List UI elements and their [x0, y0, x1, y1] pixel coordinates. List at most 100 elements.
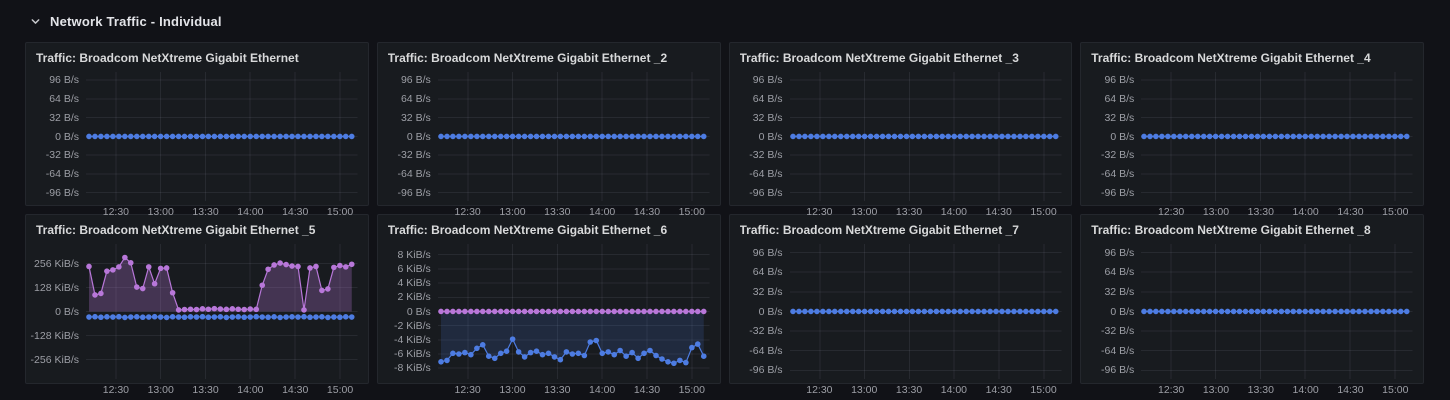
chevron-down-icon[interactable] [30, 16, 41, 27]
data-point [491, 133, 498, 140]
data-point [915, 308, 921, 315]
row-header[interactable]: Network Traffic - Individual [0, 0, 1450, 42]
panel-title[interactable]: Traffic: Broadcom NetXtreme Gigabit Ethe… [1091, 223, 1371, 237]
data-point [1183, 133, 1189, 140]
data-point [789, 133, 796, 140]
data-point [1284, 308, 1291, 315]
plot-area[interactable] [437, 72, 710, 201]
data-point [962, 308, 969, 315]
x-tick-label: 12:30 [454, 205, 481, 218]
data-point [1141, 308, 1148, 315]
x-tick-label: 13:00 [851, 383, 878, 396]
data-point [1374, 133, 1380, 140]
panel-title[interactable]: Traffic: Broadcom NetXtreme Gigabit Ethe… [1091, 51, 1371, 65]
data-point [652, 308, 659, 315]
data-point [181, 133, 188, 140]
data-point [1171, 308, 1177, 315]
plot-area[interactable] [86, 244, 358, 379]
data-point [295, 263, 301, 270]
data-point [313, 263, 319, 270]
data-point [1368, 133, 1375, 140]
data-point [187, 133, 194, 140]
data-point [1207, 308, 1213, 315]
data-point [443, 133, 450, 140]
data-point [449, 308, 456, 315]
data-point [145, 133, 152, 140]
data-point [563, 308, 569, 315]
data-point [491, 355, 498, 362]
plot-area[interactable] [1141, 72, 1413, 201]
series-fill [88, 257, 352, 312]
data-point [229, 314, 236, 320]
data-point [122, 133, 128, 140]
panel-title[interactable]: Traffic: Broadcom NetXtreme Gigabit Ethe… [387, 223, 668, 237]
panel-title[interactable]: Traffic: Broadcom NetXtreme Gigabit Ethe… [36, 223, 316, 237]
data-point [241, 133, 248, 140]
y-tick-label: 2 KiB/s [397, 291, 431, 304]
data-point [676, 357, 683, 364]
data-point [897, 133, 903, 140]
data-point [1165, 133, 1171, 140]
data-point [700, 353, 707, 359]
data-point [139, 314, 146, 321]
data-point [1016, 133, 1023, 140]
data-point [205, 133, 212, 140]
data-point [533, 133, 540, 140]
data-point [116, 313, 122, 320]
data-point [313, 133, 319, 140]
data-point [122, 254, 128, 261]
data-point [849, 133, 856, 140]
plot-area[interactable] [86, 72, 358, 201]
y-tick-label: -32 B/s [397, 149, 431, 162]
data-point [927, 308, 933, 315]
data-point [1350, 308, 1357, 315]
plot-area[interactable] [789, 244, 1062, 379]
data-point [163, 133, 170, 140]
panel-title[interactable]: Traffic: Broadcom NetXtreme Gigabit Ethe… [739, 51, 1019, 65]
plot-area[interactable] [437, 244, 710, 379]
plot-area[interactable] [1141, 244, 1413, 379]
x-tick-label: 14:30 [282, 383, 309, 396]
data-point [956, 133, 963, 140]
data-point [1004, 308, 1011, 315]
data-point [664, 133, 671, 140]
y-tick-label: 0 B/s [758, 130, 783, 143]
data-point [205, 306, 212, 313]
data-point [575, 133, 581, 140]
data-point [205, 314, 212, 321]
data-point [1320, 308, 1327, 315]
data-point [1404, 308, 1410, 315]
data-point [133, 314, 140, 320]
data-point [867, 133, 873, 140]
plot-area[interactable] [789, 72, 1062, 201]
data-point [1034, 133, 1041, 140]
data-point [485, 353, 492, 359]
data-point [1242, 308, 1249, 315]
row-title: Network Traffic - Individual [50, 13, 222, 29]
panel-title[interactable]: Traffic: Broadcom NetXtreme Gigabit Ethe… [739, 223, 1019, 237]
data-point [623, 353, 629, 359]
x-tick-label: 14:30 [985, 205, 1012, 218]
data-point [879, 133, 885, 140]
x-tick-label: 15:00 [1030, 383, 1057, 396]
x-axis: 12:30 13:00 13:30 14:00 14:30 15:00 [86, 201, 358, 221]
data-point [473, 345, 480, 352]
data-point [485, 133, 492, 140]
data-point [646, 347, 653, 354]
data-point [157, 314, 164, 320]
data-point [449, 350, 456, 357]
data-point [331, 133, 337, 140]
data-point [688, 308, 695, 315]
data-point [169, 314, 176, 320]
panel-title[interactable]: Traffic: Broadcom NetXtreme Gigabit Ethe… [36, 51, 299, 65]
data-point [199, 133, 206, 140]
data-point [193, 314, 200, 320]
data-point [348, 133, 355, 140]
data-point [169, 289, 176, 296]
panel-title[interactable]: Traffic: Broadcom NetXtreme Gigabit Ethe… [387, 51, 668, 65]
data-point [181, 314, 188, 321]
data-point [104, 268, 110, 274]
data-point [301, 313, 307, 320]
data-point [521, 354, 528, 360]
